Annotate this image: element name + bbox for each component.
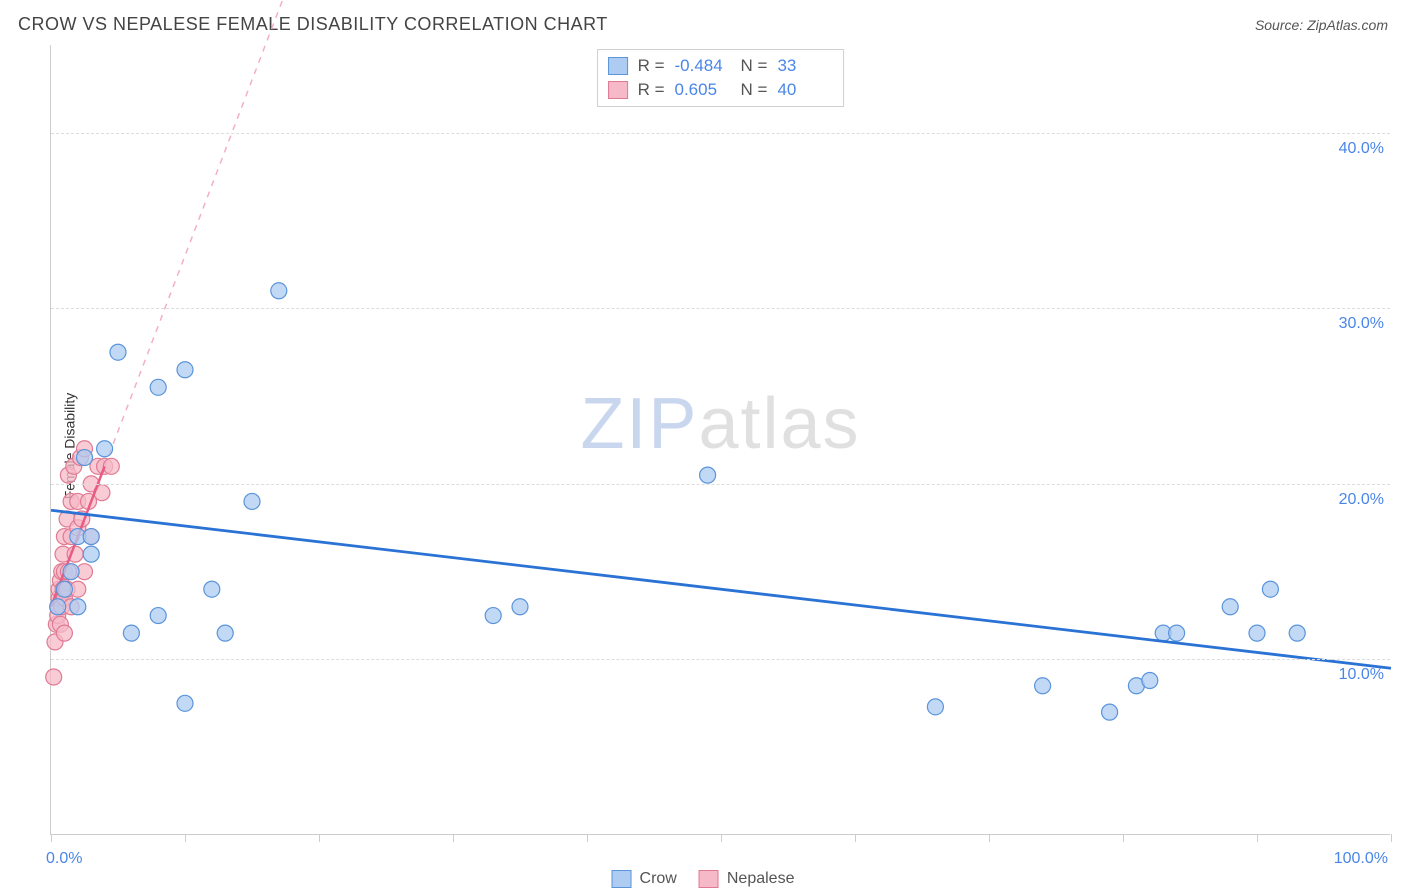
stat-legend: R = -0.484 N = 33 R = 0.605 N = 40 — [597, 49, 845, 107]
swatch-nepalese-2 — [699, 870, 719, 888]
gridline — [51, 659, 1390, 660]
crow-point — [244, 493, 260, 509]
crow-point — [700, 467, 716, 483]
crow-point — [150, 608, 166, 624]
swatch-nepalese — [608, 81, 628, 99]
swatch-crow-2 — [612, 870, 632, 888]
crow-point — [97, 441, 113, 457]
crow-label: Crow — [640, 870, 677, 888]
crow-point — [150, 379, 166, 395]
x-tick — [319, 834, 320, 842]
x-tick — [1123, 834, 1124, 842]
crow-point — [271, 283, 287, 299]
nepalese-r-value: 0.605 — [675, 80, 731, 100]
crow-point — [1249, 625, 1265, 641]
crow-point — [177, 695, 193, 711]
crow-point — [56, 581, 72, 597]
y-tick-label: 20.0% — [1339, 491, 1384, 509]
y-tick-label: 30.0% — [1339, 315, 1384, 333]
plot-area: ZIPatlas R = -0.484 N = 33 R = 0.605 N =… — [50, 45, 1390, 835]
crow-point — [485, 608, 501, 624]
x-tick — [989, 834, 990, 842]
crow-point — [50, 599, 66, 615]
crow-point — [1035, 678, 1051, 694]
gridline — [51, 133, 1390, 134]
header: CROW VS NEPALESE FEMALE DISABILITY CORRE… — [18, 14, 1388, 35]
x-tick — [185, 834, 186, 842]
plot-svg — [51, 45, 1391, 835]
x-tick — [855, 834, 856, 842]
crow-trendline — [51, 510, 1391, 668]
crow-point — [1169, 625, 1185, 641]
nepalese-trendline-ext — [105, 0, 333, 466]
chart-container: CROW VS NEPALESE FEMALE DISABILITY CORRE… — [0, 0, 1406, 892]
x-axis-left-label: 0.0% — [46, 850, 82, 868]
crow-n-value: 33 — [777, 56, 833, 76]
gridline — [51, 484, 1390, 485]
crow-point — [1262, 581, 1278, 597]
x-tick — [721, 834, 722, 842]
n-label: N = — [741, 56, 768, 76]
x-tick — [51, 834, 52, 842]
nepalese-point — [46, 669, 62, 685]
legend-item-crow: Crow — [612, 870, 677, 888]
x-tick — [453, 834, 454, 842]
crow-point — [110, 344, 126, 360]
crow-point — [1142, 673, 1158, 689]
crow-point — [927, 699, 943, 715]
x-tick — [587, 834, 588, 842]
crow-point — [1102, 704, 1118, 720]
nepalese-point — [103, 458, 119, 474]
stat-row-crow: R = -0.484 N = 33 — [608, 54, 834, 78]
crow-point — [70, 599, 86, 615]
nepalese-label: Nepalese — [727, 870, 795, 888]
legend-item-nepalese: Nepalese — [699, 870, 795, 888]
x-tick — [1391, 834, 1392, 842]
crow-point — [83, 546, 99, 562]
crow-point — [177, 362, 193, 378]
source-label: Source: ZipAtlas.com — [1255, 17, 1388, 33]
crow-point — [204, 581, 220, 597]
x-axis-right-label: 100.0% — [1334, 850, 1388, 868]
nepalese-point — [56, 625, 72, 641]
gridline — [51, 308, 1390, 309]
x-tick — [1257, 834, 1258, 842]
n-label-2: N = — [741, 80, 768, 100]
r-label: R = — [638, 56, 665, 76]
swatch-crow — [608, 57, 628, 75]
nepalese-n-value: 40 — [777, 80, 833, 100]
chart-title: CROW VS NEPALESE FEMALE DISABILITY CORRE… — [18, 14, 608, 35]
y-tick-label: 40.0% — [1339, 140, 1384, 158]
r-label-2: R = — [638, 80, 665, 100]
crow-point — [83, 529, 99, 545]
crow-point — [77, 450, 93, 466]
crow-point — [123, 625, 139, 641]
crow-point — [1222, 599, 1238, 615]
crow-point — [1289, 625, 1305, 641]
crow-r-value: -0.484 — [675, 56, 731, 76]
series-legend: Crow Nepalese — [612, 870, 795, 888]
crow-point — [63, 564, 79, 580]
crow-point — [217, 625, 233, 641]
stat-row-nepalese: R = 0.605 N = 40 — [608, 78, 834, 102]
y-tick-label: 10.0% — [1339, 666, 1384, 684]
crow-point — [512, 599, 528, 615]
